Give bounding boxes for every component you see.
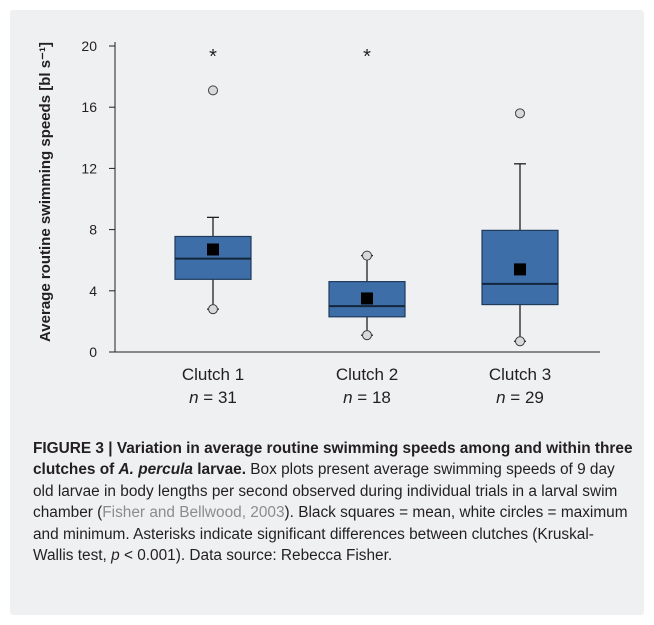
sample-size-n: n [496, 388, 505, 407]
significance-asterisk: * [363, 46, 371, 68]
y-tick-label: 16 [81, 99, 97, 115]
max-marker [515, 108, 525, 119]
x-category-label: Clutch 2 [336, 365, 398, 384]
citation-link[interactable]: Fisher and Bellwood, 2003 [102, 504, 285, 522]
x-axis-labels: Clutch 1 n = 31 Clutch 2 n = 18 Clutch 3 n = … [182, 365, 551, 407]
sample-size-value: = 29 [506, 388, 544, 407]
sample-size-value: = 31 [199, 388, 237, 407]
max-marker [362, 250, 372, 261]
min-marker [515, 336, 525, 347]
y-tick-label: 20 [81, 38, 97, 54]
max-marker [208, 85, 218, 96]
sample-size-n: n [189, 388, 198, 407]
caption-text-2: ). Black squares = mean, white circles =… [33, 504, 628, 565]
p-symbol: p [111, 547, 120, 565]
caption-title: FIGURE 3 | Variation in average routine … [33, 440, 633, 479]
figure-caption: FIGURE 3 | Variation in average routine … [33, 438, 633, 566]
sample-size-value: = 18 [353, 388, 391, 407]
x-category-label: Clutch 3 [489, 365, 551, 384]
mean-marker [514, 263, 526, 276]
y-tick-label: 12 [81, 160, 97, 176]
x-category-label: Clutch 1 [182, 365, 244, 384]
min-marker [208, 304, 218, 315]
caption-text-1: Box plots present average swimming speed… [33, 461, 618, 522]
species-name: A. percula [118, 461, 193, 479]
chart-axes: 0 4 8 12 16 20 [81, 38, 600, 360]
y-tick-label: 0 [89, 344, 97, 360]
box-series: * * [174, 46, 559, 347]
significance-asterisk: * [209, 46, 217, 68]
sample-size-label: n = 29 [496, 388, 544, 407]
y-tick-label: 8 [89, 222, 97, 238]
caption-text-3: < 0.001). Data source: Rebecca Fisher. [119, 547, 393, 565]
mean-marker [207, 243, 219, 256]
mean-marker [361, 292, 373, 305]
figure-panel [10, 10, 644, 615]
min-marker [362, 330, 372, 341]
sample-size-label: n = 18 [343, 388, 391, 407]
sample-size-n: n [343, 388, 352, 407]
box-plot-chart: Average routine swimming speeds [bl s⁻¹]… [37, 38, 600, 407]
sample-size-label: n = 31 [189, 388, 237, 407]
y-axis-label: Average routine swimming speeds [bl s⁻¹] [37, 42, 54, 342]
y-tick-label: 4 [89, 283, 97, 299]
box-rect [328, 281, 406, 318]
